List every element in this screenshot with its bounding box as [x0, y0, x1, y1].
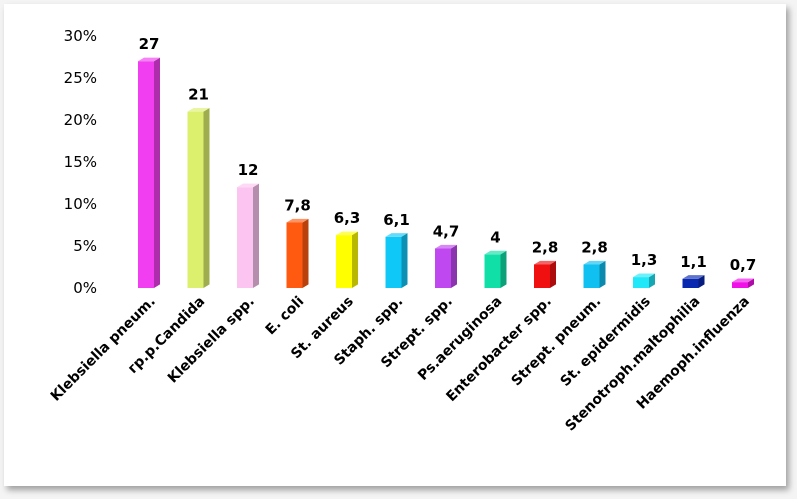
x-category-label: Klebsiella spp.: [165, 294, 258, 387]
y-tick-label: 20%: [64, 111, 97, 129]
bar-front: [336, 235, 352, 288]
data-label: 7,8: [284, 196, 311, 214]
y-tick-label: 10%: [64, 195, 97, 213]
bar-side: [748, 278, 754, 288]
bar: [385, 233, 408, 288]
bar: [336, 231, 358, 288]
bar-side: [203, 108, 210, 288]
data-label: 6,3: [334, 209, 361, 227]
bar-side: [451, 244, 457, 288]
bar-front: [138, 61, 154, 289]
bar-side: [352, 231, 358, 288]
bar-side: [154, 57, 160, 288]
bar-side: [698, 275, 705, 288]
bar: [435, 244, 457, 288]
bar-front: [286, 222, 303, 288]
bar-side: [599, 260, 606, 288]
bar-top: [633, 273, 655, 278]
bar-front: [385, 236, 402, 288]
bar-top: [138, 57, 160, 62]
bar: [682, 275, 705, 288]
x-category-label: E. coli: [263, 294, 308, 339]
bar-front: [633, 277, 649, 288]
bar-top: [385, 233, 408, 237]
bar-side: [649, 273, 655, 288]
bar-front: [583, 264, 600, 288]
bar: [534, 260, 556, 288]
bar-front: [682, 278, 699, 288]
bar-front: [435, 248, 451, 288]
bar: [484, 250, 507, 288]
x-category-label: Strept. pneum.: [509, 294, 605, 390]
bar-side: [401, 233, 408, 288]
bar-top: [534, 260, 556, 265]
bar: [187, 108, 210, 288]
bar: [583, 260, 606, 288]
bar-top: [286, 218, 309, 223]
bar: [286, 218, 309, 288]
data-label: 1,1: [680, 253, 707, 271]
bar: [633, 273, 655, 288]
bar-top: [336, 231, 358, 236]
bar: [237, 183, 259, 288]
bar: [732, 278, 754, 288]
bar-front: [237, 187, 253, 288]
bar: [138, 57, 160, 289]
y-tick-label: 15%: [64, 153, 97, 171]
data-label: 2,8: [581, 238, 608, 256]
bar-top: [484, 250, 507, 255]
x-category-label: Ps.aeruginosa: [415, 294, 505, 384]
bar-top: [583, 260, 606, 265]
bar-side: [302, 218, 309, 288]
bar-front: [732, 282, 748, 288]
bar-front: [484, 254, 501, 288]
x-category-label: St. epidermidis: [557, 294, 653, 390]
bar-side: [253, 183, 259, 288]
data-label: 6,1: [383, 211, 410, 229]
bar-front: [187, 111, 204, 288]
bar-side: [500, 250, 507, 288]
data-label: 21: [188, 86, 209, 104]
data-label: 1,3: [631, 251, 658, 269]
bar-top: [237, 183, 259, 188]
bar-front: [534, 264, 550, 288]
bar-top: [682, 275, 705, 279]
bar-side: [550, 260, 556, 288]
bar-top: [732, 278, 754, 283]
y-tick-label: 25%: [64, 69, 97, 87]
data-label: 4,7: [433, 223, 460, 241]
bar-top: [187, 108, 210, 112]
data-label: 0,7: [730, 256, 757, 274]
data-label: 27: [139, 35, 160, 53]
data-label: 2,8: [532, 238, 559, 256]
bar-top: [435, 244, 457, 249]
y-tick-label: 5%: [73, 237, 97, 255]
y-tick-label: 0%: [73, 279, 97, 297]
chart-frame: 0% 5% 10% 15% 20% 25% 30% 27 Klebsiella pneum. 21…: [4, 4, 786, 486]
data-label: 4: [490, 228, 500, 246]
y-tick-label: 30%: [64, 27, 97, 45]
data-label: 12: [238, 161, 259, 179]
